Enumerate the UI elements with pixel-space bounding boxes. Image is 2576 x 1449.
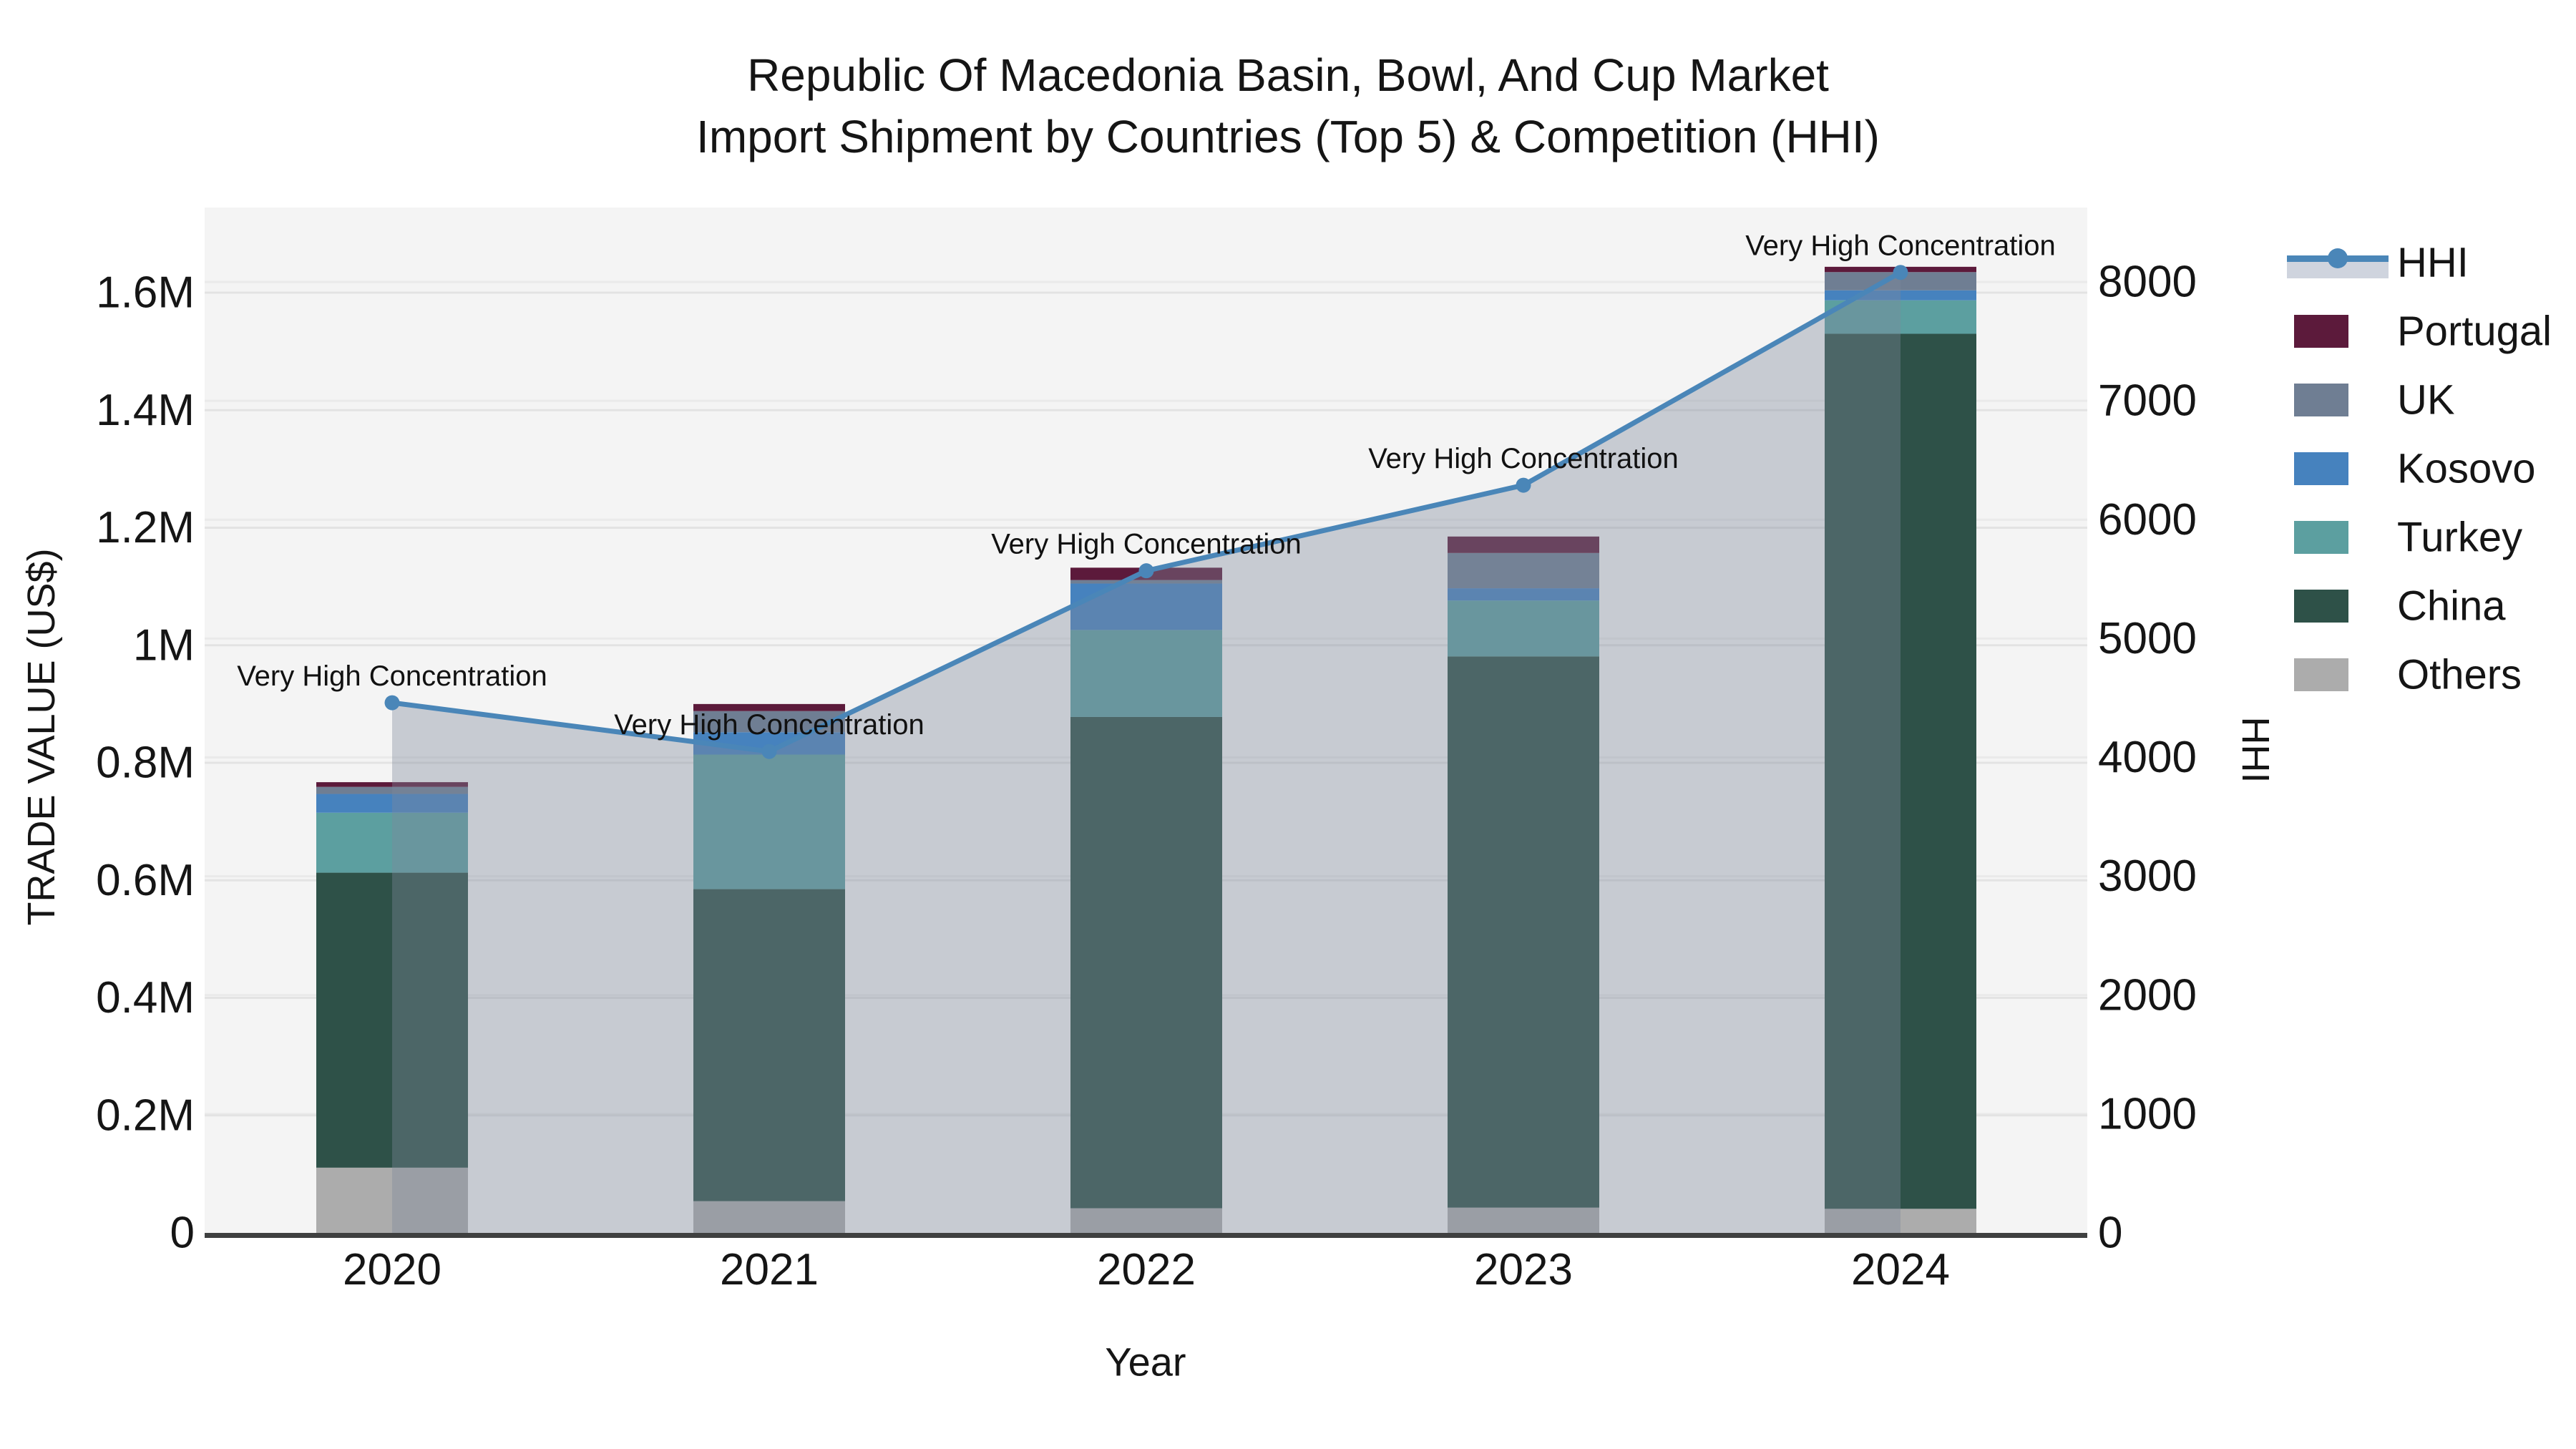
chart-title-line1: Republic Of Macedonia Basin, Bowl, And C…	[747, 49, 1829, 101]
y-left-tick-1.6M: 1.6M	[96, 268, 195, 318]
y-right-tick-1000: 1000	[2098, 1089, 2197, 1138]
hhi-point-2022[interactable]	[1138, 563, 1154, 579]
hhi-point-2023[interactable]	[1516, 477, 1531, 493]
bar-segment-china-2022[interactable]	[1070, 716, 1222, 1209]
y-left-tick-1.4M: 1.4M	[96, 386, 195, 435]
x-axis-line	[205, 1233, 2087, 1238]
bar-segment-uk-2022[interactable]	[1070, 580, 1222, 584]
bar-segment-turkey-2020[interactable]	[316, 812, 468, 873]
bar-segment-others-2020[interactable]	[316, 1167, 468, 1233]
y-left-tick-0: 0	[170, 1209, 195, 1258]
y-left-tick-0.6M: 0.6M	[96, 856, 195, 905]
y-right-tick-6000: 6000	[2098, 495, 2197, 545]
hhi-point-2021[interactable]	[761, 743, 777, 759]
hhi-point-2024[interactable]	[1893, 265, 1908, 280]
bar-segment-china-2024[interactable]	[1825, 333, 1976, 1209]
x-tick-2021: 2021	[720, 1245, 819, 1294]
y-left-tick-0.8M: 0.8M	[96, 738, 195, 788]
legend-hhi-dot-icon	[2328, 248, 2348, 268]
x-tick-2022: 2022	[1097, 1245, 1196, 1294]
y-right-tick-4000: 4000	[2098, 733, 2197, 782]
y-right-tick-3000: 3000	[2098, 852, 2197, 901]
x-tick-2023: 2023	[1474, 1245, 1573, 1294]
annotation-2024: Very High Concentration	[1745, 230, 2056, 262]
bar-segment-kosovo-2022[interactable]	[1070, 583, 1222, 630]
y-right-tick-8000: 8000	[2098, 258, 2197, 307]
y-right-tick-0: 0	[2098, 1209, 2122, 1258]
bar-segment-others-2023[interactable]	[1448, 1207, 1599, 1233]
bar-segment-turkey-2021[interactable]	[693, 754, 845, 889]
x-tick-2024: 2024	[1851, 1245, 1950, 1294]
bar-segment-turkey-2023[interactable]	[1448, 600, 1599, 657]
bar-segment-china-2020[interactable]	[316, 872, 468, 1168]
hhi-point-2020[interactable]	[384, 695, 400, 711]
legend-label-others: Others	[2397, 651, 2522, 698]
legend-swatch-turkey	[2294, 521, 2348, 554]
legend-label-hhi: HHI	[2397, 239, 2469, 286]
bar-segment-turkey-2022[interactable]	[1070, 630, 1222, 717]
x-tick-2020: 2020	[343, 1245, 441, 1294]
y-right-tick-2000: 2000	[2098, 970, 2197, 1020]
annotation-2020: Very High Concentration	[237, 660, 547, 692]
bar-segment-turkey-2024[interactable]	[1825, 300, 1976, 334]
legend-swatch-uk	[2294, 384, 2348, 416]
y-left-tick-1.2M: 1.2M	[96, 503, 195, 552]
legend-label-uk: UK	[2397, 376, 2455, 424]
bar-segment-uk-2020[interactable]	[316, 786, 468, 794]
legend-swatch-others	[2294, 658, 2348, 691]
legend-swatch-kosovo	[2294, 452, 2348, 485]
bar-segment-china-2023[interactable]	[1448, 656, 1599, 1208]
bar-segment-china-2021[interactable]	[693, 889, 845, 1201]
x-axis-label: Year	[1105, 1339, 1186, 1385]
hhi-area-fill	[392, 272, 1901, 1234]
bar-segment-uk-2023[interactable]	[1448, 552, 1599, 589]
bar-segment-others-2024[interactable]	[1825, 1209, 1976, 1233]
y-right-tick-5000: 5000	[2098, 614, 2197, 663]
chart-title: Republic Of Macedonia Basin, Bowl, And C…	[0, 44, 2576, 167]
bar-segment-others-2022[interactable]	[1070, 1208, 1222, 1233]
bar-segment-portugal-2021[interactable]	[693, 703, 845, 711]
y-left-tick-0.4M: 0.4M	[96, 973, 195, 1023]
annotation-2023: Very High Concentration	[1368, 443, 1679, 474]
y-left-tick-1M: 1M	[133, 620, 195, 670]
legend-swatch-portugal	[2294, 315, 2348, 348]
legend-label-turkey: Turkey	[2397, 514, 2523, 561]
bar-segment-kosovo-2020[interactable]	[316, 794, 468, 813]
legend-label-china: China	[2397, 582, 2506, 630]
annotation-2022: Very High Concentration	[991, 529, 1302, 560]
annotation-2021: Very High Concentration	[614, 709, 924, 741]
legend-label-portugal: Portugal	[2397, 308, 2552, 355]
legend-swatch-china	[2294, 590, 2348, 623]
legend-label-kosovo: Kosovo	[2397, 445, 2536, 492]
y-left-tick-0.2M: 0.2M	[96, 1091, 195, 1140]
bar-segment-portugal-2023[interactable]	[1448, 536, 1599, 553]
bar-segment-kosovo-2023[interactable]	[1448, 588, 1599, 601]
bar-segment-others-2021[interactable]	[693, 1201, 845, 1233]
y-right-tick-7000: 7000	[2098, 376, 2197, 426]
chart-title-line2: Import Shipment by Countries (Top 5) & C…	[696, 111, 1880, 162]
bar-segment-portugal-2020[interactable]	[316, 782, 468, 787]
